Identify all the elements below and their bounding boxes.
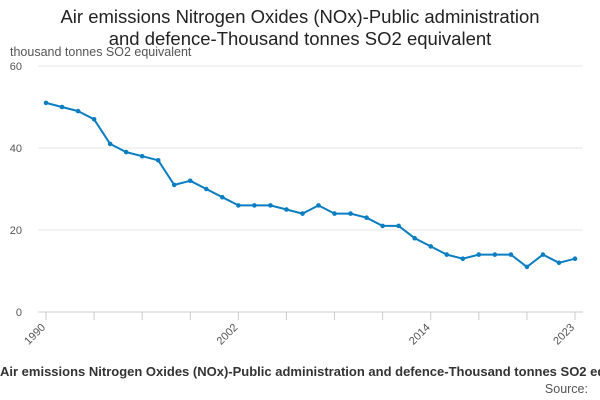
data-point-1998	[171, 182, 177, 188]
data-point-2009	[348, 211, 353, 216]
data-point-2008	[332, 211, 337, 216]
data-point-2000	[204, 186, 209, 192]
data-point-2014	[428, 244, 434, 249]
data-point-1994	[107, 141, 113, 147]
y-axis-label: thousand tonnes SO2 equivalent	[10, 45, 192, 59]
data-point-1997	[155, 158, 161, 163]
chart-title-line-1: Air emissions Nitrogen Oxides (NOx)-Publ…	[60, 6, 540, 27]
data-point-2010	[364, 215, 369, 220]
data-point-2018	[492, 252, 498, 257]
chart-title-line-2: and defence-Thousand tonnes SO2 equivale…	[108, 28, 492, 49]
data-point-2017	[476, 252, 482, 257]
data-point-2019	[508, 252, 514, 257]
chart-caption: Air emissions Nitrogen Oxides (NOx)-Publ…	[0, 364, 600, 379]
data-point-2005	[284, 207, 289, 212]
gridlines	[38, 65, 583, 231]
data-point-2001	[220, 194, 225, 200]
x-tick-label-2002: 2002	[215, 322, 241, 348]
data-point-2021	[540, 252, 546, 257]
data-point-1990	[43, 100, 49, 106]
y-tick-label-60: 60	[10, 61, 22, 73]
data-point-1995	[123, 149, 129, 155]
x-tick-label-1990: 1990	[22, 322, 48, 348]
data-point-2013	[412, 235, 417, 241]
series-group	[43, 100, 578, 270]
data-point-1996	[139, 153, 145, 159]
data-point-2020	[524, 264, 530, 270]
data-point-2011	[380, 223, 385, 229]
data-point-2004	[268, 203, 273, 208]
y-tick-label-20: 20	[10, 225, 22, 237]
data-point-1993	[91, 117, 97, 122]
y-axis-ticks: 0 20 40 60	[10, 61, 22, 319]
data-point-2023	[572, 256, 578, 262]
x-axis	[38, 311, 583, 320]
source-label: Source:	[544, 382, 588, 396]
data-point-1992	[75, 108, 81, 114]
x-tick-label-2023: 2023	[551, 322, 577, 348]
data-point-2006	[300, 211, 305, 216]
chart-title: Air emissions Nitrogen Oxides (NOx)-Publ…	[0, 6, 600, 50]
data-point-2007	[316, 203, 321, 208]
x-tick-label-2014: 2014	[407, 322, 433, 348]
y-tick-label-0: 0	[16, 307, 22, 319]
data-point-1991	[59, 104, 65, 110]
data-point-2015	[444, 252, 450, 257]
x-axis-ticks: 1990 2002 2014 2023	[22, 322, 577, 348]
series-line-0	[45, 101, 576, 268]
data-point-2003	[252, 203, 257, 208]
data-point-2012	[396, 223, 401, 229]
data-point-2022	[556, 260, 562, 266]
data-point-2016	[460, 256, 466, 262]
data-point-1999	[187, 178, 193, 184]
data-point-2002	[236, 203, 241, 208]
y-tick-label-40: 40	[10, 143, 22, 155]
